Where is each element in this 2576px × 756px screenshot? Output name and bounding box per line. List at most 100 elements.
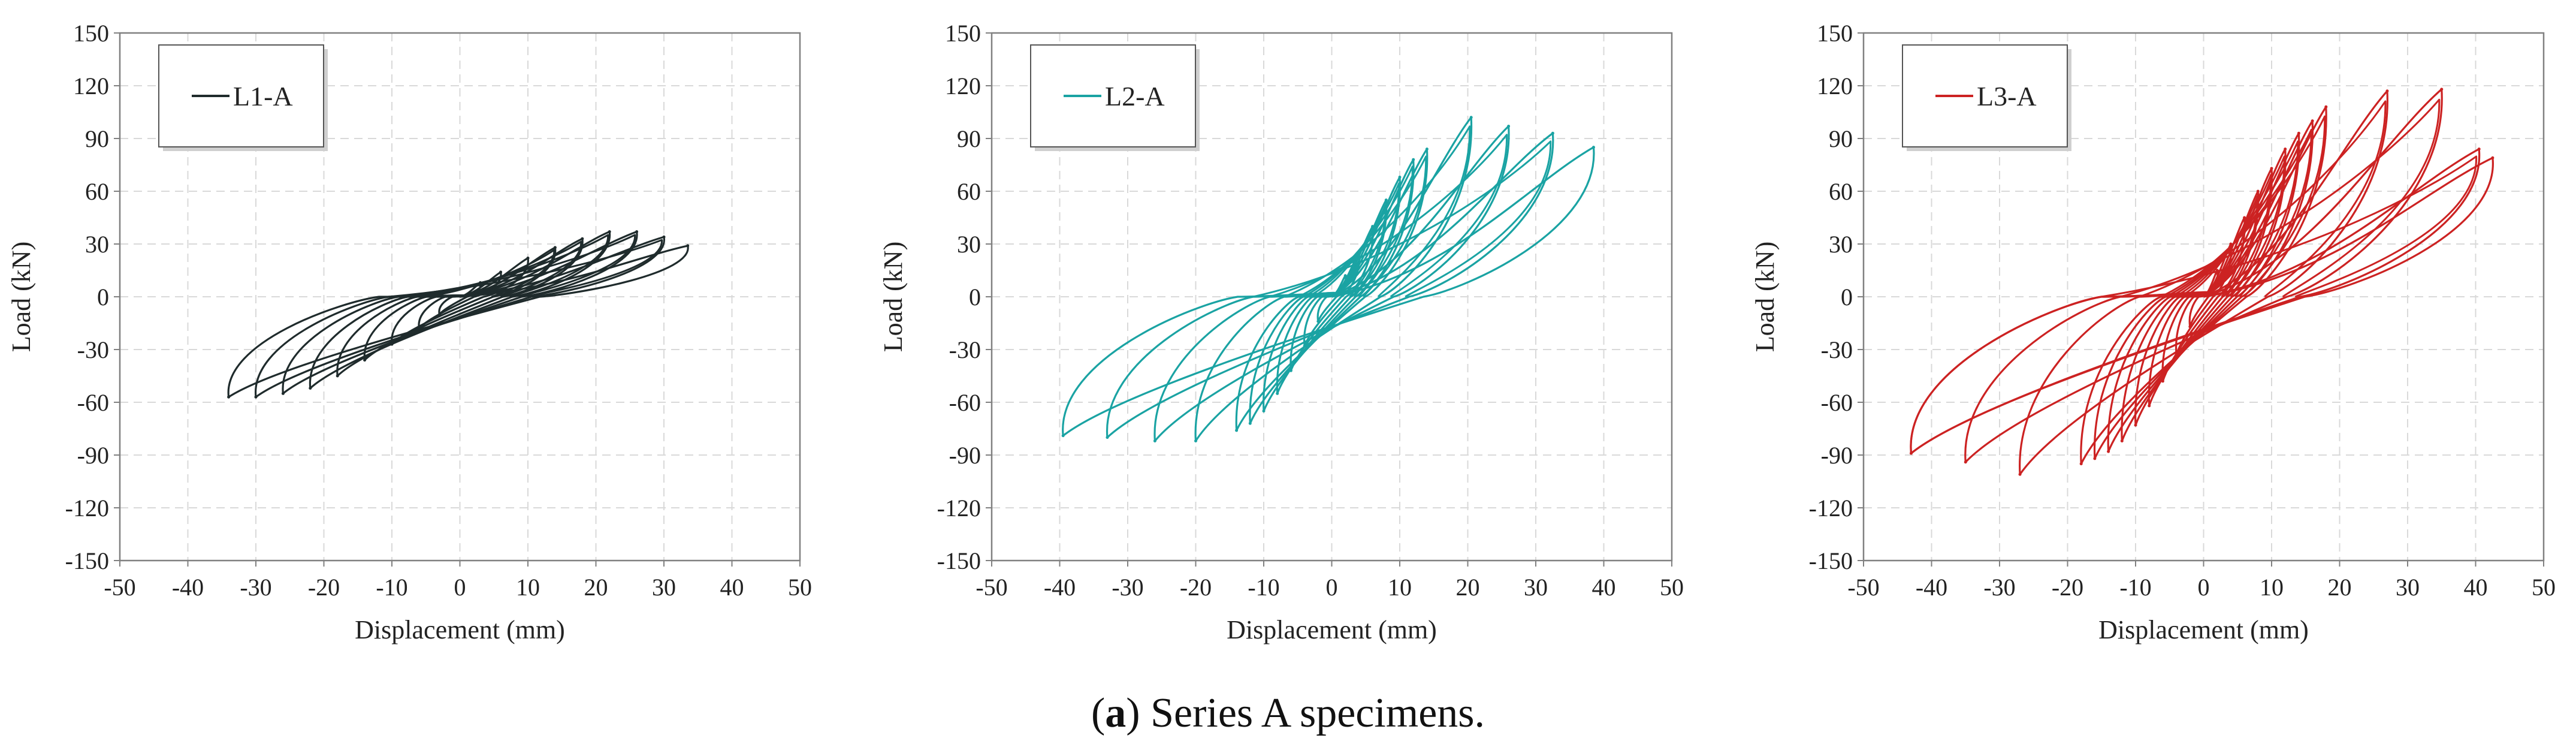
legend: L2-A — [1030, 44, 1200, 151]
hysteresis-loop — [398, 234, 636, 298]
y-axis-label: Load (kN) — [1750, 242, 1780, 353]
hysteresis-loop — [1062, 146, 1595, 437]
y-tick-label: 60 — [1829, 178, 1853, 205]
peak-point — [1425, 147, 1429, 151]
valley-point — [1106, 436, 1109, 439]
valley-point — [1909, 451, 1913, 455]
x-axis-label: Displacement (mm) — [1227, 615, 1437, 644]
hysteresis-loop — [1910, 156, 2494, 454]
legend-box — [158, 44, 324, 147]
legend-box — [1902, 44, 2068, 147]
hysteresis-loop — [1253, 140, 1552, 298]
x-tick-label: 20 — [584, 574, 608, 601]
x-tick-label: 30 — [2396, 574, 2420, 601]
x-tick-label: 40 — [1592, 574, 1616, 601]
peak-point — [2297, 131, 2300, 135]
x-axis-label: Displacement (mm) — [2098, 615, 2309, 644]
x-tick-label: -20 — [2052, 574, 2083, 601]
peak-point — [2284, 147, 2287, 151]
x-tick-label: -30 — [1983, 574, 2015, 601]
valley-point — [2134, 423, 2137, 427]
peak-point — [2440, 88, 2444, 91]
y-tick-label: -60 — [949, 389, 981, 416]
y-axis-label: Load (kN) — [7, 242, 36, 353]
hysteresis-loop — [2161, 216, 2246, 382]
hysteresis-loop — [2148, 190, 2260, 407]
peak-point — [499, 270, 503, 274]
y-tick-label: 120 — [73, 73, 109, 100]
x-tick-label: 10 — [1388, 574, 1412, 601]
caption-text: Series A specimens. — [1150, 690, 1485, 736]
valley-point — [1153, 439, 1156, 443]
x-tick-label: -50 — [976, 574, 1007, 601]
peak-point — [1507, 124, 1511, 128]
peak-point — [662, 235, 666, 239]
y-tick-label: 150 — [945, 20, 981, 47]
y-tick-label: 150 — [73, 20, 109, 47]
valley-point — [417, 327, 421, 330]
valley-point — [2079, 462, 2083, 466]
y-tick-label: -30 — [1821, 336, 1853, 363]
peak-point — [2477, 147, 2481, 151]
x-tick-label: 30 — [652, 574, 676, 601]
valley-point — [2107, 450, 2110, 453]
valley-point — [1248, 421, 1252, 425]
peak-point — [2324, 105, 2328, 109]
x-tick-label: 10 — [516, 574, 540, 601]
peak-point — [635, 230, 639, 233]
valley-point — [309, 387, 312, 390]
y-tick-label: 0 — [969, 284, 981, 311]
y-tick-label: -60 — [1821, 389, 1853, 416]
figure-caption: (a) Series A specimens. — [1091, 690, 1485, 736]
x-tick-label: -10 — [376, 574, 407, 601]
peak-point — [1357, 251, 1361, 255]
x-tick-label: -30 — [1112, 574, 1143, 601]
valley-point — [1964, 460, 1967, 464]
hysteresis-loop — [1276, 199, 1388, 394]
x-tick-label: 40 — [2464, 574, 2488, 601]
y-tick-label: -30 — [77, 336, 109, 363]
peak-point — [553, 246, 557, 249]
valley-point — [1194, 439, 1197, 443]
peak-point — [2229, 242, 2233, 246]
x-tick-label: 50 — [2532, 574, 2556, 601]
peak-point — [1371, 225, 1375, 228]
peak-point — [2385, 89, 2389, 93]
peak-point — [1551, 131, 1554, 135]
x-tick-label: -10 — [2119, 574, 2151, 601]
valley-point — [2018, 472, 2022, 476]
x-tick-label: -50 — [104, 574, 135, 601]
peak-point — [479, 281, 482, 285]
x-tick-label: -40 — [1044, 574, 1076, 601]
hysteresis-loop — [1153, 125, 1510, 442]
x-tick-label: -30 — [240, 574, 271, 601]
valley-point — [1262, 409, 1266, 413]
valley-point — [2148, 404, 2151, 408]
hysteresis-loop — [2179, 174, 2272, 298]
valley-point — [1235, 429, 1239, 432]
peak-point — [2311, 119, 2314, 123]
hysteresis-loop — [2019, 90, 2388, 475]
x-tick-label: 10 — [2260, 574, 2284, 601]
y-tick-label: 90 — [957, 125, 981, 152]
y-tick-label: 0 — [97, 284, 109, 311]
hysteresis-loop — [1269, 134, 1508, 298]
chart-panel-2: -50 -40 -30 -20 -10 0 10 20 30 40 50 -150 -120 -90 -60… — [878, 20, 1684, 644]
valley-point — [336, 374, 339, 378]
series-L1-A — [227, 230, 690, 399]
x-axis-label: Displacement (mm) — [355, 615, 565, 644]
hysteresis-loop — [407, 234, 609, 298]
valley-point — [254, 395, 258, 399]
legend-label: L2-A — [1105, 81, 1165, 112]
peak-point — [1343, 274, 1347, 278]
peak-point — [1398, 176, 1402, 179]
x-tick-label: 30 — [1524, 574, 1548, 601]
hysteresis-loop — [2139, 100, 2387, 298]
valley-point — [2188, 325, 2192, 329]
peak-point — [1469, 116, 1473, 119]
x-tick-label: 40 — [720, 574, 744, 601]
y-tick-label: 120 — [945, 73, 981, 100]
x-tick-label: -40 — [1916, 574, 1947, 601]
valley-point — [363, 359, 367, 362]
